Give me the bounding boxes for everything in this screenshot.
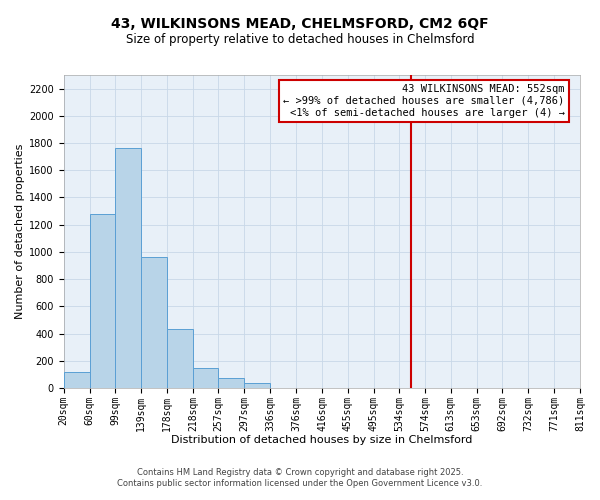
Text: Contains HM Land Registry data © Crown copyright and database right 2025.
Contai: Contains HM Land Registry data © Crown c…	[118, 468, 482, 487]
Bar	[64, 372, 90, 388]
Text: 43 WILKINSONS MEAD: 552sqm
← >99% of detached houses are smaller (4,786)
<1% of : 43 WILKINSONS MEAD: 552sqm ← >99% of det…	[283, 84, 565, 117]
Text: 43, WILKINSONS MEAD, CHELMSFORD, CM2 6QF: 43, WILKINSONS MEAD, CHELMSFORD, CM2 6QF	[111, 18, 489, 32]
X-axis label: Distribution of detached houses by size in Chelmsford: Distribution of detached houses by size …	[171, 435, 473, 445]
Bar	[218, 378, 244, 388]
Bar	[115, 148, 142, 388]
Y-axis label: Number of detached properties: Number of detached properties	[15, 144, 25, 319]
Text: Size of property relative to detached houses in Chelmsford: Size of property relative to detached ho…	[125, 32, 475, 46]
Bar	[193, 368, 218, 388]
Bar	[90, 214, 115, 388]
Bar	[142, 258, 167, 388]
Bar	[167, 330, 193, 388]
Bar	[244, 383, 270, 388]
